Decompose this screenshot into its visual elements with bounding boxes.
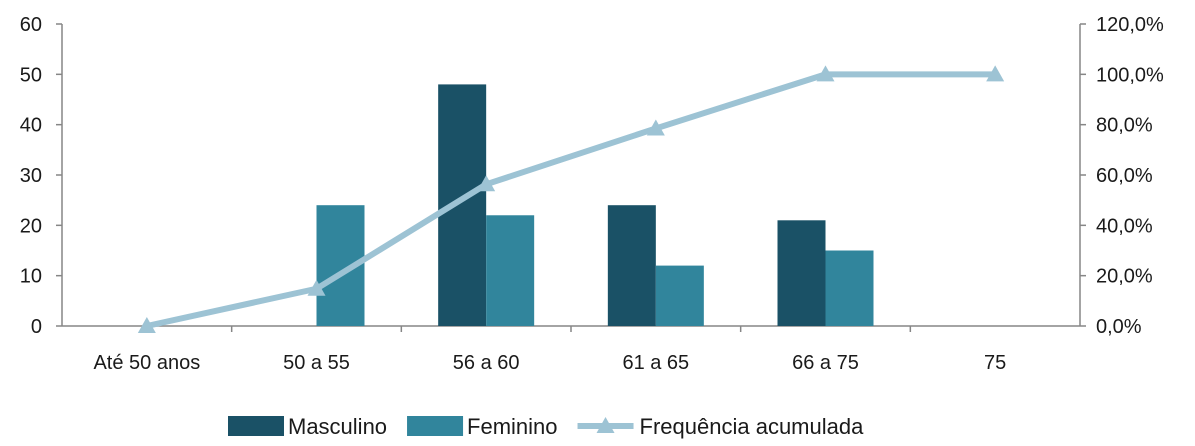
right-tick-label: 120,0% <box>1096 14 1164 36</box>
cumulative-point-marker <box>986 65 1005 82</box>
category-axis-ticks: Até 50 anos 50 a 55 56 a 60 61 a 65 66 a 75 7… <box>93 326 1006 374</box>
category-tick-label: 66 a 75 <box>792 352 859 374</box>
category-tick-label: 50 a 55 <box>283 352 350 374</box>
cumulative-point-marker <box>816 65 835 82</box>
left-tick-label: 10 <box>20 266 42 288</box>
category-tick-label: 56 a 60 <box>453 352 520 374</box>
left-tick-label: 20 <box>20 215 42 237</box>
left-tick-label: 50 <box>20 64 42 86</box>
left-tick-label: 60 <box>20 14 42 36</box>
left-tick-label: 0 <box>31 316 42 338</box>
legend-swatch-marker <box>596 417 615 433</box>
left-axis-ticks: 0 10 20 30 40 50 60 <box>20 14 62 338</box>
right-tick-label: 80,0% <box>1096 115 1153 137</box>
legend-swatch-masculino <box>228 416 284 436</box>
bars <box>316 84 874 327</box>
bar-feminino <box>825 250 874 326</box>
legend-label: Frequência acumulada <box>640 414 865 439</box>
left-tick-label: 30 <box>20 165 42 187</box>
bar-masculino <box>438 84 487 327</box>
legend: Masculino Feminino Frequência acumulada <box>228 414 864 439</box>
left-tick-label: 40 <box>20 115 42 137</box>
cumulative-point-marker <box>477 175 496 192</box>
cumulative-point-marker <box>646 119 665 136</box>
cumulative-point-marker <box>137 317 156 333</box>
legend-label: Feminino <box>467 414 557 439</box>
bar-masculino <box>607 205 656 326</box>
right-tick-label: 60,0% <box>1096 165 1153 187</box>
category-tick-label: Até 50 anos <box>93 352 200 374</box>
category-tick-label: 75 <box>984 352 1006 374</box>
bar-feminino <box>655 265 704 326</box>
right-axis-ticks: 0,0% 20,0% 40,0% 60,0% 80,0% 100,0% 120,0% <box>1080 14 1164 338</box>
bar-masculino <box>777 220 826 326</box>
cumulative-point-marker <box>307 279 326 296</box>
legend-label: Masculino <box>288 414 387 439</box>
right-tick-label: 100,0% <box>1096 64 1164 86</box>
bar-feminino <box>486 215 535 326</box>
cumulative-line <box>137 65 1005 333</box>
legend-swatch-feminino <box>407 416 464 436</box>
axes <box>61 24 1081 327</box>
cumulative-line-path <box>146 71 996 329</box>
right-tick-label: 40,0% <box>1096 215 1153 237</box>
category-tick-label: 61 a 65 <box>622 352 689 374</box>
right-tick-label: 20,0% <box>1096 266 1153 288</box>
right-tick-label: 0,0% <box>1096 316 1142 338</box>
